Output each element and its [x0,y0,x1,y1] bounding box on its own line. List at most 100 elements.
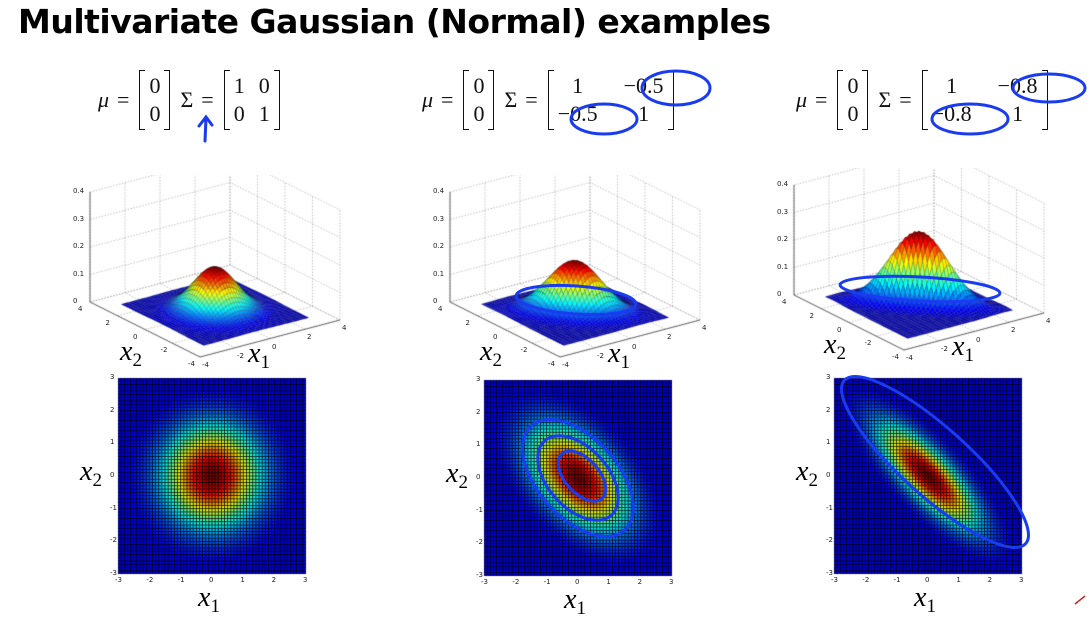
surface-plot-3: 0 0.1 0.2 0.3 0.4 -4 -2 0 2 4 -4 -2 0 2 4 x2 x1 [772,168,1062,368]
x2-tick-label: 2 [809,311,814,320]
x1-tick-label: 2 [271,576,277,584]
x1-tick-label: -3 [481,578,488,586]
equals: = [899,87,912,112]
z-tick-label: 0.4 [777,180,789,188]
sigma-entry: 1 [572,73,584,98]
x2-tick-label: -2 [476,538,483,547]
x2-axis-label: x2 [446,458,468,493]
x1-tick-label: 0 [925,576,930,584]
sigma-entry: −0.8 [997,73,1038,98]
x2-tick-label: 4 [78,305,83,313]
x2-tick-label: 4 [438,305,443,313]
x1-tick-label: 0 [632,342,637,351]
x1-tick-label: 0 [976,335,981,344]
x1-tick-label: 0 [575,578,580,586]
heatmap-plot-3: -3 -3 -2 -2 -1 -1 0 0 1 1 2 2 3 3 x1 x2 [796,373,1036,616]
z-tick-label: 0 [433,297,438,305]
equals: = [117,87,130,112]
z-tick-label: 0 [73,297,78,305]
x2-axis-label: x2 [120,336,142,371]
sigma-symbol: Σ [180,87,194,112]
x1-tick-label: 2 [987,576,993,584]
equals: = [441,87,454,112]
x1-tick-label: -2 [597,351,604,360]
z-tick-label: 0.1 [73,269,85,278]
z-tick-label: 0.2 [777,235,789,243]
x1-tick-label: 4 [702,324,707,332]
sigma-entry: −0.8 [931,101,972,126]
z-tick-label: 0.3 [777,207,789,216]
x2-tick-label: -1 [826,503,833,512]
mu-entry: 0 [473,73,485,98]
mu-entry: 0 [847,73,859,98]
x2-tick-label: -3 [476,571,483,579]
x2-tick-label: 0 [110,471,115,479]
sigma-entry: 1 [1012,101,1024,126]
sigma-entry: 1 [258,101,270,126]
surface-plot-1: 0 0.1 0.2 0.3 0.4 -4 -2 0 2 4 -4 -2 0 2 4 x2 x1 [68,175,358,375]
x2-tick-label: 0 [837,325,842,334]
x2-tick-label: 1 [476,440,481,449]
z-tick-label: 0.1 [777,262,789,271]
z-tick-label: 0.3 [73,214,85,223]
mu-entry: 0 [149,101,161,126]
sigma-entry: −0.5 [557,101,598,126]
x2-tick-label: 2 [465,318,470,327]
x2-tick-label: -3 [826,569,833,577]
x1-tick-label: -1 [893,576,901,584]
x2-tick-label: 2 [110,405,115,414]
mu-symbol: μ [422,87,434,112]
x2-tick-label: 1 [110,438,115,447]
x2-tick-label: 2 [105,318,110,327]
z-tick-label: 0.4 [433,187,445,195]
x2-tick-label: -2 [160,346,168,355]
x1-axis-label: x1 [608,338,630,373]
x2-tick-label: 4 [782,298,787,306]
x1-tick-label: 2 [637,578,643,586]
x2-tick-label: -4 [892,353,899,361]
x1-axis-label: x1 [914,582,936,617]
mu-symbol: μ [796,87,808,112]
x2-tick-label: 0 [493,332,498,341]
heatmap-plot-1: -3 -3 -2 -2 -1 -1 0 0 1 1 2 2 3 3 x1 x2 [80,373,320,616]
x2-tick-label: 3 [476,375,481,383]
z-tick-label: 0.1 [433,269,445,278]
mu-symbol: μ [98,87,110,112]
z-tick-label: 0.4 [73,187,85,195]
x2-tick-label: -4 [188,360,195,368]
sigma-symbol: Σ [878,87,892,112]
sigma-matrix: 1 −0.8 −0.8 1 [921,70,1048,130]
heatmap-canvas [80,376,320,611]
x1-tick-label: -3 [115,576,122,584]
x2-tick-label: 0 [133,332,138,341]
x1-axis-label: x1 [198,582,220,617]
z-tick-label: 0 [777,290,782,298]
x2-tick-label: 3 [110,373,115,381]
mu-entry: 0 [149,73,161,98]
z-tick-label: 0.3 [433,214,445,223]
sigma-entry: 1 [638,101,650,126]
heatmap-plot-2: -3 -3 -2 -2 -1 -1 0 0 1 1 2 2 3 3 x1 x2 [446,375,686,618]
sigma-entry: −0.5 [623,73,664,98]
sigma-entry: 1 [233,73,245,98]
x2-tick-label: 0 [476,473,481,481]
x2-tick-label: -2 [826,536,833,545]
x2-axis-label: x2 [80,456,102,491]
x2-tick-label: 0 [826,471,831,479]
z-tick-label: 0.2 [73,242,85,250]
sigma-entry: 0 [258,73,270,98]
sigma-entry: 0 [233,101,245,126]
x2-tick-label: -2 [864,339,872,348]
x1-tick-label: 2 [307,333,312,342]
x2-tick-label: -3 [110,569,117,577]
x1-tick-label: 4 [342,324,347,332]
equals: = [525,87,538,112]
x2-tick-label: 2 [826,405,831,414]
x1-tick-label: -3 [831,576,838,584]
equals: = [815,87,828,112]
